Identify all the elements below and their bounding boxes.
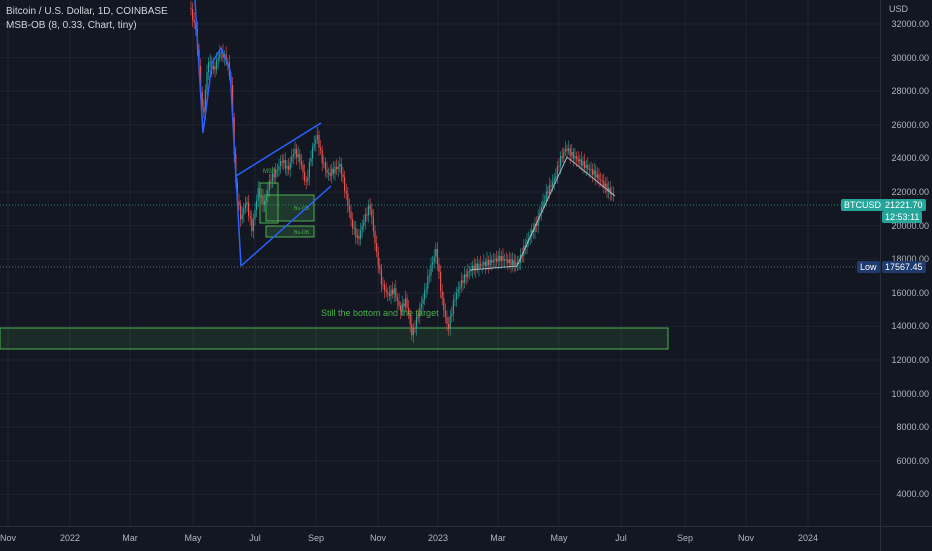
- price-tick: 10000.00: [891, 388, 929, 399]
- time-tick: Jul: [249, 533, 261, 543]
- indicator-legend[interactable]: MSB-OB (8, 0.33, Chart, tiny): [6, 20, 137, 31]
- price-tick: 6000.00: [896, 455, 929, 466]
- time-tick: Jul: [615, 533, 627, 543]
- target-zone: [0, 327, 669, 350]
- wedge-left-line[interactable]: [235, 175, 242, 267]
- trendlines[interactable]: [194, 0, 332, 267]
- time-tick: 2022: [59, 533, 81, 543]
- order-block-box-2: [265, 225, 315, 238]
- last-price-value-badge: 21221.70: [882, 199, 926, 211]
- price-tick: 12000.00: [891, 355, 929, 365]
- axis-corner: [880, 526, 932, 551]
- time-tick: May: [550, 533, 568, 543]
- price-tick: 30000.00: [891, 52, 929, 63]
- price-tick: 24000.00: [891, 153, 929, 164]
- time-tick: Nov: [369, 533, 387, 543]
- last-price-symbol-badge: BTCUSD: [841, 199, 885, 211]
- price-tick: 14000.00: [891, 321, 929, 332]
- price-tick: 18000.00: [891, 254, 929, 265]
- grid: [0, 0, 880, 526]
- time-tick: Sep: [307, 533, 325, 543]
- time-tick: Nov: [737, 533, 755, 543]
- low-value-badge: 17567.45: [882, 261, 926, 273]
- price-axis-unit: USD: [889, 4, 909, 14]
- zigzag-line-2: [469, 156, 616, 271]
- msb-box: [259, 182, 279, 224]
- order-block-label-1: Bu-OB: [294, 206, 310, 212]
- time-tick: Mar: [490, 533, 506, 543]
- price-axis[interactable]: USD 32000.00 30000.00 28000.00 26000.00 2400…: [880, 0, 932, 526]
- time-tick: Mar: [122, 533, 138, 543]
- price-tick: 8000.00: [896, 422, 929, 433]
- annotation-text[interactable]: Still the bottom and the target: [321, 308, 439, 318]
- time-tick: 2024: [797, 533, 819, 543]
- price-chart[interactable]: MSB Bu-OB Bu-OB: [0, 0, 880, 526]
- time-tick: 2023: [427, 533, 449, 543]
- price-tick: 28000.00: [891, 86, 929, 97]
- time-tick: Nov: [0, 533, 17, 543]
- symbol-legend[interactable]: Bitcoin / U.S. Dollar, 1D, COINBASE: [6, 6, 168, 17]
- time-axis[interactable]: Nov 2022 Mar May Jul Sep Nov 2023 Mar May Jul Sep No…: [0, 526, 880, 551]
- order-block-label-2: Bu-OB: [294, 230, 310, 236]
- msb-label: MSB: [263, 169, 276, 175]
- price-tick: 4000.00: [896, 489, 929, 500]
- low-label-badge: Low: [857, 261, 880, 273]
- price-tick: 32000.00: [891, 19, 929, 29]
- countdown-badge: 12:53:11: [882, 211, 923, 223]
- price-tick: 20000.00: [891, 220, 929, 231]
- chart-area[interactable]: MSB Bu-OB Bu-OB Bitcoin / U.S. Dollar, 1…: [0, 0, 880, 526]
- price-tick: 26000.00: [891, 119, 929, 130]
- candles: [190, 0, 614, 344]
- wedge-upper-line[interactable]: [235, 122, 322, 177]
- price-tick: 22000.00: [891, 187, 929, 197]
- time-tick: Sep: [676, 533, 694, 543]
- wedge-lower-line[interactable]: [240, 185, 332, 267]
- price-tick: 16000.00: [891, 287, 929, 298]
- time-tick: May: [184, 533, 202, 543]
- zigzag-line-1[interactable]: [194, 0, 237, 179]
